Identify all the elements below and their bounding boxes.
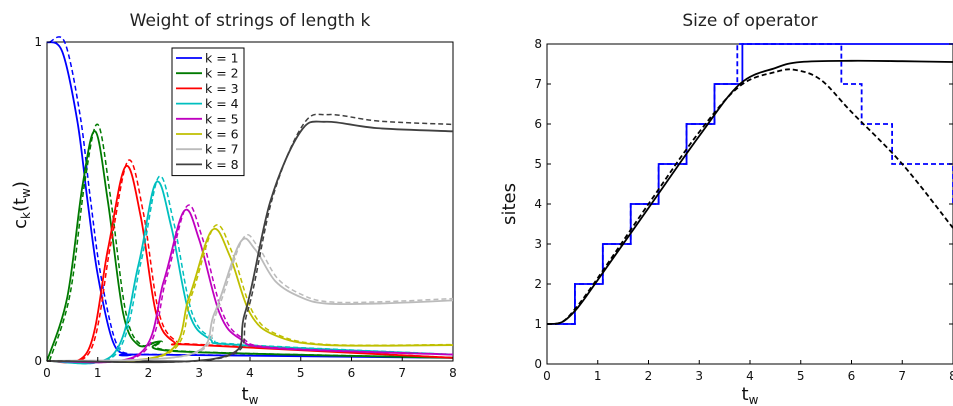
right-series-layer: [546, 43, 953, 325]
size-series-3-line: [546, 59, 953, 325]
right-plot-frame: [546, 43, 953, 365]
left-y-tick-label: 0: [34, 354, 42, 368]
right-x-tick-label: 1: [594, 369, 602, 383]
right-y-ticks: 0 1 2 3 4 5 6 7 8: [534, 37, 953, 371]
legend-entry-label: k = 5: [205, 111, 239, 126]
size-series-4-line: [546, 68, 953, 325]
series-k5-line: [46, 208, 454, 364]
right-y-tick-label: 7: [534, 77, 542, 91]
right-x-tick-label: 6: [848, 369, 856, 383]
left-x-tick-label: 7: [398, 366, 406, 380]
right-y-tick-label: 2: [534, 277, 542, 291]
series-k7-dashed-line: [49, 234, 454, 362]
left-x-tick-label: 4: [246, 366, 254, 380]
legend-entry-label: k = 2: [205, 66, 239, 81]
right-y-tick-label: 8: [534, 37, 542, 51]
legend-entry-label: k = 4: [205, 96, 239, 111]
right-x-tick-label: 3: [695, 369, 703, 383]
legend-entry-label: k = 1: [205, 51, 239, 66]
series-k8-line: [46, 120, 454, 364]
left-x-axis-label: tw: [242, 384, 259, 406]
right-x-tick-label: 0: [543, 369, 551, 383]
right-y-tick-label: 4: [534, 197, 542, 211]
legend-entry-label: k = 6: [205, 127, 239, 142]
right-x-tick-label: 7: [898, 369, 906, 383]
right-y-tick-label: 0: [534, 357, 542, 371]
left-x-tick-label: 5: [297, 366, 305, 380]
right-x-tick-label: 2: [645, 369, 653, 383]
legend-box: [171, 47, 245, 177]
series-k6-line: [46, 227, 454, 363]
left-x-ticks: 0 1 2 3 4 5 6 7 8: [43, 357, 457, 380]
size-series-2-line: [547, 43, 953, 325]
right-x-tick-label: 4: [746, 369, 754, 383]
legend-entry-label: k = 8: [205, 157, 239, 172]
right-x-tick-label: 8: [949, 369, 953, 383]
left-series-layer: [46, 36, 454, 365]
legend-entry-label: k = 3: [205, 81, 239, 96]
series-k2-line: [46, 130, 454, 362]
left-x-tick-label: 0: [43, 366, 51, 380]
right-y-tick-label: 5: [534, 157, 542, 171]
size-series-1-line: [547, 43, 953, 325]
left-x-tick-label: 2: [145, 366, 153, 380]
right-y-tick-label: 3: [534, 237, 542, 251]
right-y-tick-label: 1: [534, 317, 542, 331]
right-x-tick-label: 5: [797, 369, 805, 383]
legend: k = 1k = 2k = 3k = 4k = 5k = 6k = 7k = 8: [171, 47, 245, 177]
left-x-tick-label: 1: [94, 366, 102, 380]
series-k4-line: [46, 180, 454, 365]
left-y-ticks: 01: [34, 35, 51, 368]
left-y-axis-label: ck(tw): [10, 181, 33, 229]
right-x-axis-label: tw: [742, 384, 759, 406]
right-y-tick-label: 6: [534, 117, 542, 131]
left-chart-title: Weight of strings of length k: [130, 11, 371, 31]
left-y-tick-label: 1: [34, 35, 42, 49]
left-x-tick-label: 8: [449, 366, 457, 380]
left-x-tick-label: 3: [195, 366, 203, 380]
right-x-ticks: 0 1 2 3 4 5 6 7 8: [543, 360, 953, 383]
series-k3-line: [46, 165, 454, 364]
series-k5-dashed-line: [49, 204, 454, 364]
right-y-axis-label: sites: [499, 183, 520, 225]
right-chart-title: Size of operator: [682, 11, 817, 31]
left-x-tick-label: 6: [348, 366, 356, 380]
legend-entry-label: k = 7: [205, 142, 239, 157]
